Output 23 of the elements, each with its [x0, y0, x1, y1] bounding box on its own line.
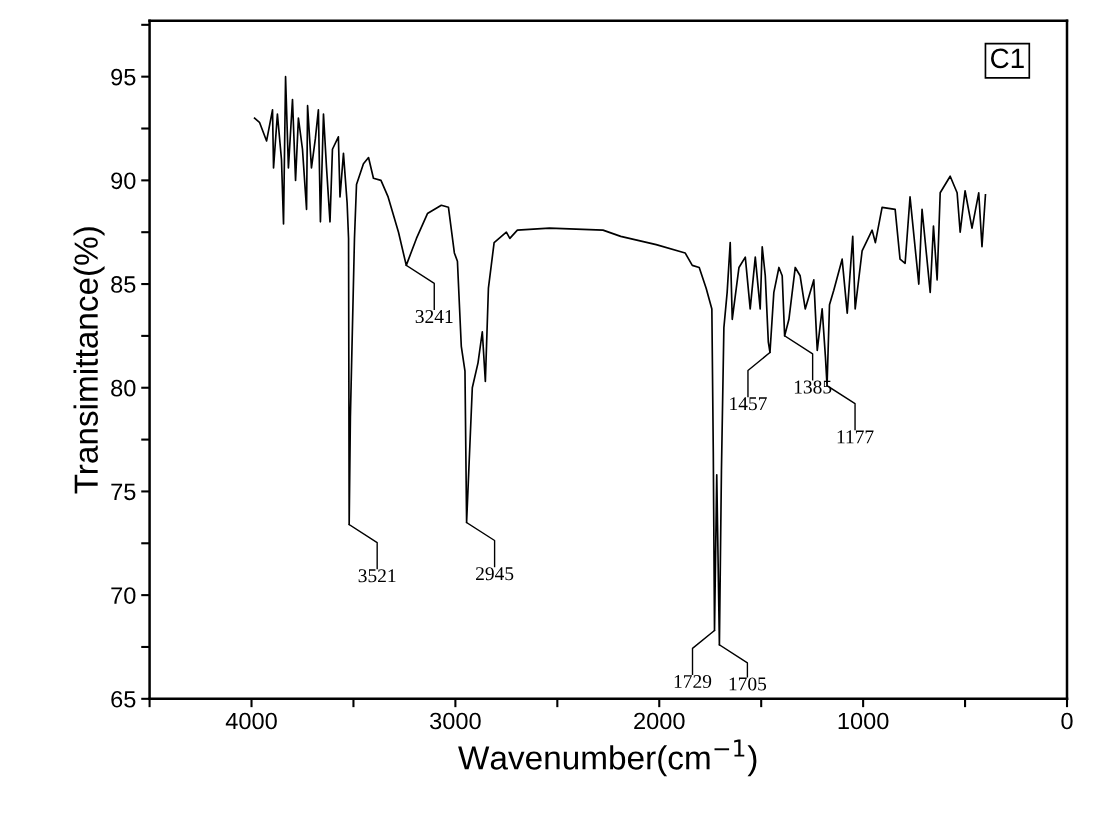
annotation: C1 [991, 48, 1024, 69]
y-tick-label: 70 [111, 587, 136, 604]
y-tick-label: 65 [111, 690, 136, 708]
x-tick-label: 2000 [634, 712, 685, 730]
annotation: 3521 [358, 569, 396, 583]
y-tick-label: 80 [111, 379, 136, 397]
annotation: 1705 [729, 677, 767, 691]
y-tick-label: 85 [111, 276, 136, 293]
x-tick-label: 1000 [838, 712, 889, 730]
annotation: 1385 [794, 380, 832, 394]
x-tick-label: 4000 [225, 712, 277, 730]
annotation: 3241 [415, 310, 453, 324]
x-tick-label: 3000 [430, 712, 481, 730]
y-tick-label: 95 [111, 68, 136, 86]
y-tick-label: 75 [111, 483, 136, 501]
y-tick-label: 90 [111, 172, 136, 190]
annotation: 1177 [837, 430, 874, 444]
annotation: 1729 [674, 675, 712, 689]
annotation: 2945 [476, 567, 514, 581]
annotation: 1457 [730, 397, 767, 411]
x-axis-title: Wavenumber(cm$^{−1}$) [458, 739, 757, 777]
x-tick-label: 0 [1061, 712, 1073, 730]
y-axis-title: Transimittance(%) [73, 227, 105, 494]
